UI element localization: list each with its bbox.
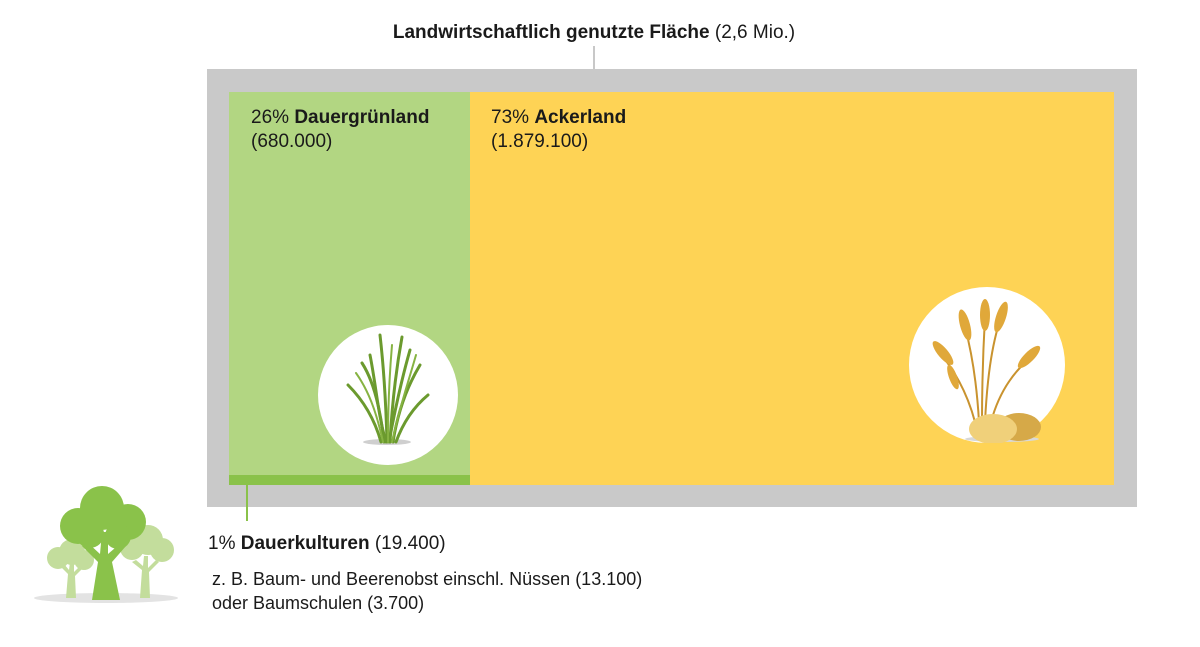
dauergruenland-percent: 26% <box>251 107 290 128</box>
segment-dauerkulturen <box>229 475 470 485</box>
dauerkulturen-desc-line1: z. B. Baum- und Beerenobst einschl. Nüss… <box>212 569 643 589</box>
title-leader-line <box>593 46 595 70</box>
ackerland-value: (1.879.100) <box>491 131 589 152</box>
dauerkulturen-value: (19.400) <box>374 533 446 554</box>
label-ackerland: 73% Ackerland (1.879.100) <box>491 106 626 154</box>
dauerkulturen-description: z. B. Baum- und Beerenobst einschl. Nüss… <box>212 567 642 615</box>
title-value: (2,6 Mio.) <box>714 22 796 43</box>
chart-title: Landwirtschaftlich genutzte Fläche (2,6 … <box>0 22 1188 44</box>
grass-icon <box>318 325 458 465</box>
trees-icon <box>30 482 185 607</box>
ackerland-percent: 73% <box>491 107 530 128</box>
dauerkulturen-leader-line <box>246 485 248 521</box>
wheat-potato-icon <box>909 287 1065 444</box>
title-bold: Landwirtschaftlich genutzte Fläche <box>392 22 710 43</box>
dauergruenland-name: Dauergrünland <box>294 107 430 128</box>
label-dauerkulturen: 1% Dauerkulturen (19.400) <box>208 533 446 555</box>
ackerland-name: Ackerland <box>534 107 627 128</box>
dauerkulturen-percent: 1% <box>208 533 236 554</box>
dauerkulturen-desc-line2: oder Baumschulen (3.700) <box>212 593 425 613</box>
dauergruenland-value: (680.000) <box>251 131 333 152</box>
label-dauergruenland: 26% Dauergrünland (680.000) <box>251 106 429 154</box>
dauerkulturen-name: Dauerkulturen <box>240 533 370 554</box>
